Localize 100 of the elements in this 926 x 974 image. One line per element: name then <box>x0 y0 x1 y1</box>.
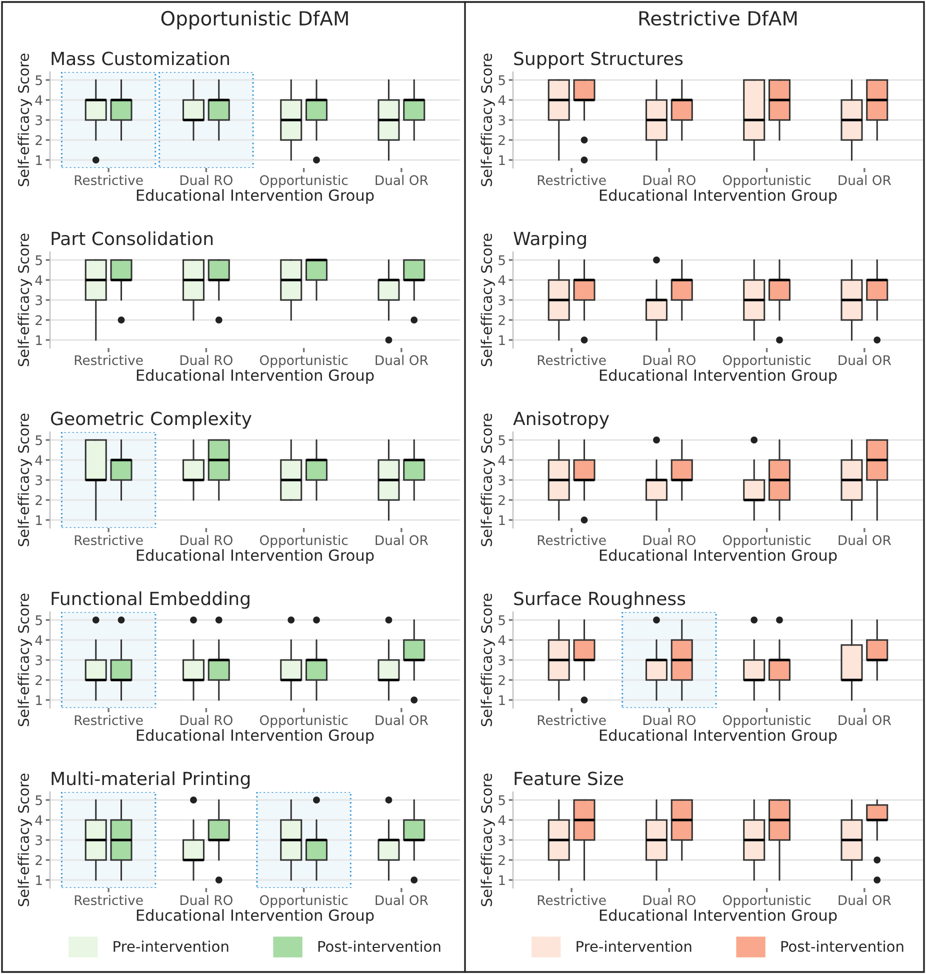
x-tick-label: Dual OR <box>376 894 428 906</box>
x-tick-label: Dual RO <box>180 534 232 546</box>
y-tick-label: 3 <box>36 835 42 846</box>
x-tick-label: Restrictive <box>538 714 606 726</box>
x-axis-title: Educational Intervention Group <box>136 549 374 564</box>
chart-title: Functional Embedding <box>52 591 250 609</box>
x-tick-label: Restrictive <box>74 894 143 906</box>
y-tick-label: 5 <box>498 75 505 86</box>
y-tick-label: 4 <box>498 635 506 646</box>
y-axis-title: Self-efficacy Score <box>18 414 32 546</box>
x-tick-label: Opportunistic <box>260 174 348 188</box>
y-tick-label: 4 <box>498 815 506 826</box>
x-tick-label: Dual RO <box>643 354 696 366</box>
x-tick-label: Dual RO <box>643 714 696 726</box>
x-tick-label: Dual OR <box>376 534 428 546</box>
y-axis-title: Self-efficacy Score <box>18 234 32 366</box>
x-tick-label: Opportunistic <box>260 894 348 908</box>
x-axis-title: Educational Intervention Group <box>600 909 837 924</box>
y-axis-title: Self-efficacy Score <box>480 774 495 906</box>
x-tick-label: Dual OR <box>838 354 892 366</box>
x-tick-label: Opportunistic <box>260 354 348 368</box>
y-tick-label: 5 <box>498 795 505 806</box>
x-tick-label: Restrictive <box>538 174 606 186</box>
x-tick-label: Dual OR <box>838 534 892 546</box>
x-tick-label: Dual RO <box>643 894 696 906</box>
y-tick-label: 2 <box>36 495 42 506</box>
y-tick-label: 1 <box>499 515 505 526</box>
x-axis-title: Educational Intervention Group <box>136 369 374 384</box>
chart-title: Multi-material Printing <box>52 771 250 789</box>
chart-title: Feature Size <box>514 771 624 786</box>
y-tick-label: 1 <box>499 155 505 166</box>
y-tick-label: 2 <box>36 315 42 326</box>
x-tick-label: Dual RO <box>180 894 232 906</box>
y-tick-label: 3 <box>498 115 505 126</box>
chart-title: Anisotropy <box>513 411 610 429</box>
x-tick-label: Opportunistic <box>722 534 811 548</box>
x-tick-label: Dual RO <box>180 714 232 726</box>
x-tick-label: Dual OR <box>376 714 428 726</box>
x-tick-label: Restrictive <box>538 354 606 366</box>
y-tick-label: 4 <box>35 95 42 106</box>
x-axis-title: Educational Intervention Group <box>600 189 837 204</box>
y-tick-label: 4 <box>35 275 42 286</box>
y-tick-label: 1 <box>36 695 42 706</box>
y-tick-label: 2 <box>498 675 505 686</box>
y-tick-label: 2 <box>498 495 505 506</box>
y-axis-title: Self-efficacy Score <box>480 54 495 186</box>
x-axis-title: Educational Intervention Group <box>600 369 837 384</box>
x-axis-title: Educational Intervention Group <box>136 729 374 744</box>
y-tick-label: 3 <box>498 295 505 306</box>
x-tick-label: Restrictive <box>538 894 606 906</box>
x-tick-label: Dual OR <box>838 894 892 906</box>
y-tick-label: 5 <box>36 615 42 626</box>
y-tick-label: 1 <box>499 695 505 706</box>
y-tick-label: 3 <box>36 115 42 126</box>
y-tick-label: 1 <box>36 875 42 886</box>
chart-title: Part Consolidation <box>52 231 213 246</box>
y-tick-label: 1 <box>36 515 42 526</box>
y-tick-label: 5 <box>36 795 42 806</box>
y-axis-title: Self-efficacy Score <box>480 594 495 726</box>
y-axis-title: Self-efficacy Score <box>18 774 32 906</box>
x-tick-label: Restrictive <box>74 714 143 726</box>
x-tick-label: Dual RO <box>643 174 696 186</box>
x-tick-label: Opportunistic <box>722 894 811 908</box>
chart-subtitle: Opportunistic DfAM <box>161 10 348 30</box>
y-tick-label: 3 <box>36 655 42 666</box>
x-tick-label: Dual RO <box>643 534 696 546</box>
x-tick-label: Opportunistic <box>260 534 348 548</box>
x-tick-label: Restrictive <box>74 534 143 546</box>
chart-subtitle: Restrictive DfAM <box>639 10 797 26</box>
x-tick-label: Opportunistic <box>722 354 811 368</box>
y-axis-title: Self-efficacy Score <box>18 594 32 726</box>
x-tick-label: Restrictive <box>74 174 143 186</box>
x-tick-label: Restrictive <box>74 354 143 366</box>
y-tick-label: 5 <box>498 435 505 446</box>
y-tick-label: 5 <box>36 435 42 446</box>
y-tick-label: 2 <box>36 135 42 146</box>
x-tick-label: Restrictive <box>538 534 606 546</box>
y-tick-label: 2 <box>498 315 505 326</box>
x-tick-label: Dual RO <box>180 174 232 186</box>
y-tick-label: 5 <box>36 75 42 86</box>
x-tick-label: Opportunistic <box>260 714 348 728</box>
y-tick-label: 5 <box>36 255 42 266</box>
y-tick-label: 1 <box>36 335 42 346</box>
y-axis-title: Self-efficacy Score <box>18 54 32 186</box>
y-tick-label: 4 <box>498 95 506 106</box>
y-tick-label: 1 <box>499 875 505 886</box>
x-tick-label: Dual OR <box>376 354 428 366</box>
x-tick-label: Dual OR <box>838 714 892 726</box>
legend-label: Post-intervention <box>318 940 440 952</box>
x-axis-title: Educational Intervention Group <box>600 729 837 744</box>
chart-title: Warping <box>514 231 586 249</box>
x-tick-label: Dual OR <box>376 174 428 186</box>
y-axis-title: Self-efficacy Score <box>480 234 495 366</box>
y-tick-label: 3 <box>498 655 505 666</box>
y-tick-label: 2 <box>498 855 505 866</box>
y-tick-label: 5 <box>498 255 505 266</box>
chart-title: Geometric Complexity <box>51 411 252 429</box>
x-tick-label: Opportunistic <box>722 174 811 188</box>
y-tick-label: 3 <box>498 475 505 486</box>
y-tick-label: 2 <box>498 135 505 146</box>
